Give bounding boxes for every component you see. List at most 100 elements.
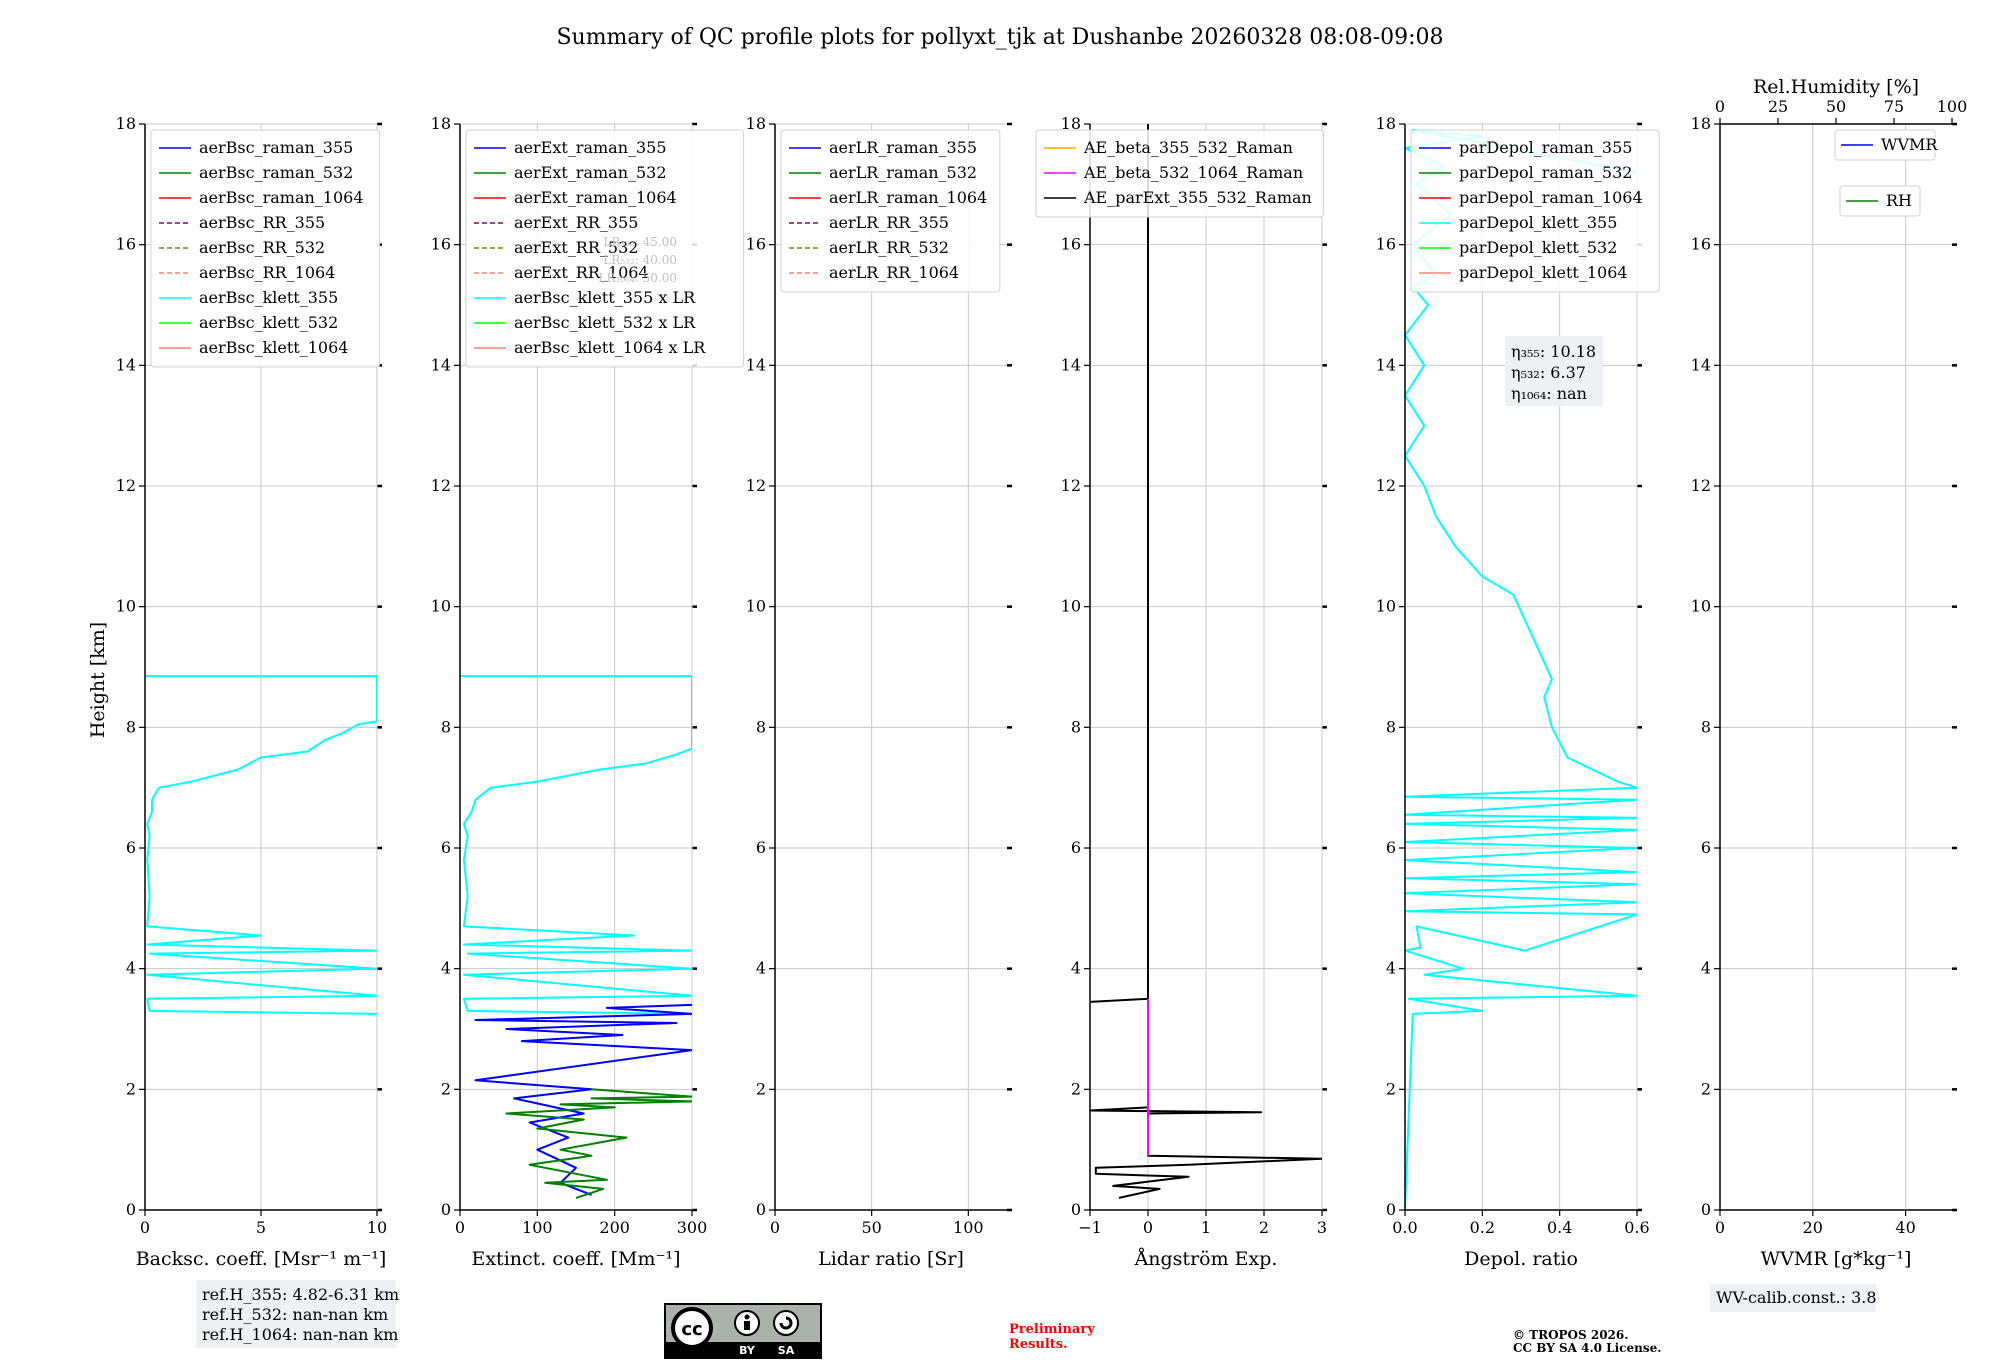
y-axis-label: Height [km] xyxy=(87,622,109,738)
x-tick-label: 0 xyxy=(1143,1218,1153,1237)
legend-label: aerBsc_RR_355 xyxy=(199,213,325,232)
y-tick-label: 18 xyxy=(1376,114,1396,133)
wv-calib-box: WV-calib.const.: 3.8 xyxy=(1710,1284,1877,1312)
x-tick-label: 40 xyxy=(1895,1218,1915,1237)
y-tick-label: 18 xyxy=(431,114,451,133)
y-tick-label: 0 xyxy=(756,1200,766,1219)
legend-label: parDepol_raman_1064 xyxy=(1459,188,1643,207)
top-tick-label: 100 xyxy=(1937,97,1968,116)
x-tick-label: 0 xyxy=(1715,1218,1725,1237)
y-tick-label: 18 xyxy=(116,114,136,133)
legend-box xyxy=(1410,129,1660,293)
y-tick-label: 16 xyxy=(1376,235,1396,254)
series-aerBsc_klett_355 xyxy=(145,675,377,1015)
y-tick-label: 2 xyxy=(126,1079,136,1098)
lr-annotation: LR₅₃₂: 40.00 xyxy=(603,253,677,267)
y-tick-label: 16 xyxy=(1691,235,1711,254)
cc-sa-label: SA xyxy=(778,1344,795,1357)
legend-label: aerLR_raman_355 xyxy=(829,138,977,157)
y-tick-label: 12 xyxy=(1691,476,1711,495)
series-group xyxy=(145,675,377,1015)
eta-value: η₅₃₂: 6.37 xyxy=(1511,363,1586,382)
legend-label: aerExt_RR_532 xyxy=(514,238,638,257)
x-tick-label: 0.4 xyxy=(1547,1218,1572,1237)
y-tick-label: 4 xyxy=(126,959,136,978)
lr-annotation: LR₃₅₅: 45.00 xyxy=(603,235,677,249)
legend-label: aerBsc_klett_1064 xyxy=(199,338,348,357)
legend-label: aerLR_RR_355 xyxy=(829,213,949,232)
legend-label: AE_parExt_355_532_Raman xyxy=(1083,188,1312,207)
series-aerBsc_klett_355 x LR xyxy=(460,675,692,1015)
y-tick-label: 6 xyxy=(126,838,136,857)
legend-label: aerExt_RR_1064 xyxy=(514,263,649,282)
y-tick-label: 2 xyxy=(756,1079,766,1098)
legend-box xyxy=(150,129,381,368)
legend-label: aerExt_RR_355 xyxy=(514,213,638,232)
y-tick-label: 14 xyxy=(1691,355,1711,374)
y-tick-label: 16 xyxy=(431,235,451,254)
y-tick-label: 10 xyxy=(1061,597,1081,616)
y-tick-label: 0 xyxy=(1386,1200,1396,1219)
legend-label: aerLR_raman_1064 xyxy=(829,188,987,207)
legend-label: aerExt_raman_1064 xyxy=(514,188,677,207)
legend-label: aerBsc_klett_355 xyxy=(199,288,338,307)
y-tick-label: 10 xyxy=(1691,597,1711,616)
legend-label: aerLR_RR_1064 xyxy=(829,263,959,282)
legend-label: aerBsc_klett_532 xyxy=(199,313,338,332)
cc-logo-text: cc xyxy=(681,1319,702,1340)
x-axis-label: Depol. ratio xyxy=(1464,1248,1578,1270)
cc-badge-strip xyxy=(666,1342,820,1357)
cc-logo-icon xyxy=(671,1307,713,1349)
y-tick-label: 8 xyxy=(756,717,766,736)
x-axis-label: Extinct. coeff. [Mm⁻¹] xyxy=(471,1248,680,1270)
y-tick-label: 2 xyxy=(441,1079,451,1098)
legend-label: parDepol_raman_355 xyxy=(1459,138,1632,157)
copyright-line-1: © TROPOS 2026. xyxy=(1513,1328,1628,1342)
eta-value: η₃₅₅: 10.18 xyxy=(1511,342,1596,361)
top-tick-label: 0 xyxy=(1715,97,1725,116)
legend-label: aerLR_RR_532 xyxy=(829,238,949,257)
y-tick-label: 6 xyxy=(1071,838,1081,857)
eta-value: η₁₀₆₄: nan xyxy=(1511,384,1587,403)
y-tick-label: 16 xyxy=(1061,235,1081,254)
x-axis-label: Lidar ratio [Sr] xyxy=(818,1248,964,1270)
y-tick-label: 16 xyxy=(116,235,136,254)
x-tick-label: 0 xyxy=(140,1218,150,1237)
y-tick-label: 4 xyxy=(756,959,766,978)
by-person-body xyxy=(744,1321,750,1330)
panel-1: 0 2 4 6 8 10 12 14 16 18 0 5 10 Backsc. coeff. [Msr⁻¹… xyxy=(116,114,388,1270)
ref-height-532: ref.H_532: nan-nan km xyxy=(202,1305,388,1324)
y-tick-label: 14 xyxy=(1061,355,1081,374)
series-aerExt_raman_532 xyxy=(505,1088,692,1199)
x-axis-label: Backsc. coeff. [Msr⁻¹ m⁻¹] xyxy=(136,1248,387,1270)
preliminary-line-1: Preliminary xyxy=(1009,1322,1095,1337)
legend-box xyxy=(1834,129,1936,161)
legend-label: aerBsc_RR_532 xyxy=(199,238,325,257)
y-tick-label: 4 xyxy=(1701,959,1711,978)
y-tick-label: 16 xyxy=(746,235,766,254)
x-tick-label: 100 xyxy=(953,1218,984,1237)
y-tick-label: 8 xyxy=(126,717,136,736)
y-tick-label: 14 xyxy=(431,355,451,374)
ref-height-355: ref.H_355: 4.82-6.31 km xyxy=(202,1285,399,1304)
eta-box xyxy=(1505,336,1603,406)
x-tick-label: 1 xyxy=(1201,1218,1211,1237)
y-tick-label: 18 xyxy=(746,114,766,133)
legend-label: parDepol_raman_532 xyxy=(1459,163,1632,182)
legend-label: AE_beta_532_1064_Raman xyxy=(1083,163,1303,182)
y-tick-label: 14 xyxy=(746,355,766,374)
y-tick-label: 10 xyxy=(746,597,766,616)
x-tick-label: 100 xyxy=(522,1218,553,1237)
y-tick-label: 4 xyxy=(441,959,451,978)
x-tick-label: 0.6 xyxy=(1624,1218,1649,1237)
y-tick-label: 2 xyxy=(1386,1079,1396,1098)
y-tick-label: 0 xyxy=(126,1200,136,1219)
y-tick-label: 0 xyxy=(441,1200,451,1219)
figure-title: Summary of QC profile plots for pollyxt_… xyxy=(556,25,1443,50)
series-group xyxy=(1090,124,1322,1199)
legend-box xyxy=(780,129,1001,293)
cc-by-label: BY xyxy=(739,1344,756,1357)
